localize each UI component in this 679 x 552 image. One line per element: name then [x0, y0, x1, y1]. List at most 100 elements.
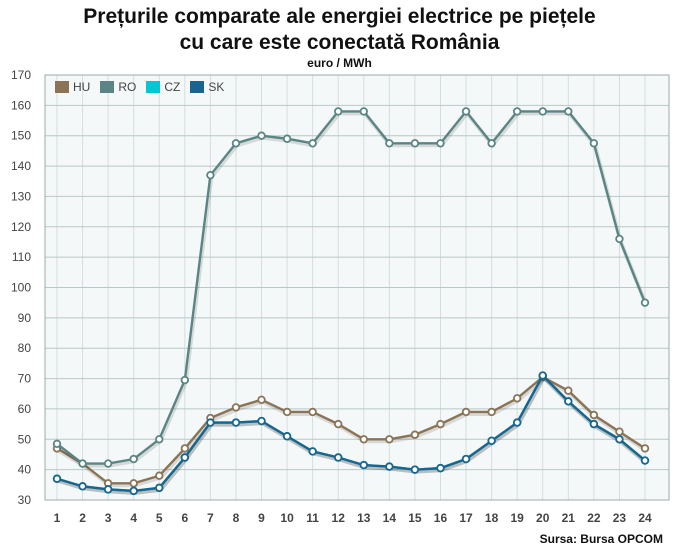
- legend-item-ro: RO: [100, 80, 136, 94]
- data-point-hu: [410, 430, 420, 439]
- title-line-2: cu care este conectată România: [179, 31, 500, 54]
- x-tick-label: 22: [587, 511, 601, 525]
- data-point-sk: [385, 462, 394, 471]
- data-point-ro: [410, 139, 420, 148]
- data-point-ro: [385, 139, 394, 148]
- data-point-sk: [589, 419, 599, 429]
- data-point-ro: [78, 459, 87, 468]
- legend-swatch: [190, 81, 205, 93]
- legend-item-sk: SK: [190, 80, 224, 94]
- data-point-hu: [308, 407, 317, 417]
- data-point-sk: [436, 463, 445, 473]
- x-tick-label: 19: [510, 511, 524, 525]
- data-point-hu: [180, 444, 190, 453]
- data-point-hu: [155, 471, 164, 480]
- data-point-ro: [334, 107, 343, 116]
- data-point-hu: [257, 395, 266, 405]
- data-point-ro: [615, 234, 624, 244]
- legend-swatch: [146, 81, 161, 93]
- data-point-sk: [512, 418, 522, 427]
- data-point-hu: [640, 444, 650, 453]
- data-point-sk: [282, 432, 292, 441]
- x-tick-label: 2: [79, 511, 86, 525]
- y-tick-label: 160: [11, 98, 31, 112]
- x-tick-label: 17: [459, 511, 473, 525]
- x-tick-label: 12: [332, 511, 346, 525]
- legend-label: HU: [73, 80, 91, 94]
- title-line-1: Prețurile comparate ale energiei electri…: [83, 5, 596, 28]
- unit-label: euro / MWh: [307, 56, 372, 70]
- data-point-ro: [129, 454, 138, 464]
- x-tick-label: 24: [638, 511, 652, 525]
- data-point-sk: [78, 482, 87, 491]
- data-point-ro: [487, 139, 496, 148]
- data-point-ro: [512, 107, 522, 116]
- x-tick-label: 14: [383, 511, 397, 525]
- data-point-hu: [359, 435, 368, 444]
- data-point-hu: [589, 410, 599, 420]
- x-tick-label: 5: [156, 511, 163, 525]
- data-point-sk: [359, 460, 368, 470]
- data-point-sk: [52, 474, 62, 483]
- y-tick-label: 40: [18, 463, 32, 477]
- data-point-sk: [615, 435, 624, 444]
- x-tick-label: 9: [258, 511, 265, 525]
- data-point-hu: [282, 407, 292, 417]
- data-point-ro: [257, 131, 266, 140]
- legend-item-cz: CZ: [146, 80, 180, 94]
- data-point-sk: [461, 454, 471, 464]
- data-point-sk: [538, 371, 547, 380]
- x-tick-label: 23: [613, 511, 627, 525]
- data-point-ro: [155, 435, 164, 444]
- data-point-ro: [308, 139, 317, 148]
- y-tick-label: 70: [18, 372, 32, 386]
- data-point-hu: [436, 419, 445, 429]
- data-point-hu: [461, 407, 471, 417]
- x-tick-label: 7: [207, 511, 214, 525]
- data-point-ro: [180, 375, 190, 385]
- data-point-sk: [410, 465, 420, 474]
- y-tick-label: 50: [18, 432, 32, 446]
- y-tick-label: 90: [18, 311, 32, 325]
- data-point-hu: [564, 386, 573, 395]
- data-point-ro: [282, 134, 292, 143]
- data-point-sk: [334, 453, 343, 462]
- legend-label: CZ: [164, 80, 181, 94]
- y-tick-label: 100: [11, 281, 31, 295]
- data-point-sk: [640, 456, 650, 465]
- data-point-ro: [231, 139, 241, 148]
- legend-label: RO: [118, 80, 137, 94]
- x-tick-label: 1: [54, 511, 61, 525]
- legend-item-hu: HU: [55, 80, 90, 94]
- series-sk: [52, 371, 650, 496]
- y-tick-label: 140: [11, 159, 31, 173]
- data-point-hu: [334, 419, 343, 429]
- data-point-ro: [461, 107, 471, 116]
- data-point-ro: [52, 439, 62, 449]
- data-point-hu: [231, 403, 241, 412]
- data-point-ro: [206, 170, 215, 180]
- legend-label: SK: [208, 80, 225, 94]
- data-point-sk: [155, 483, 164, 493]
- data-point-sk: [487, 436, 496, 446]
- data-point-ro: [589, 139, 599, 148]
- data-point-sk: [231, 418, 241, 427]
- y-tick-label: 60: [18, 402, 32, 416]
- data-point-ro: [436, 139, 445, 148]
- y-tick-label: 30: [18, 493, 32, 507]
- x-tick-label: 8: [233, 511, 240, 525]
- data-point-sk: [308, 447, 317, 456]
- data-point-sk: [103, 485, 113, 494]
- y-tick-label: 80: [18, 341, 32, 355]
- data-point-sk: [206, 418, 215, 427]
- y-tick-label: 110: [12, 250, 31, 264]
- legend-swatch: [55, 81, 69, 93]
- chart-title: Prețurile comparate ale energiei electri…: [0, 4, 679, 56]
- series-ro: [52, 107, 650, 468]
- data-point-hu: [487, 407, 496, 417]
- y-tick-label: 170: [11, 68, 31, 82]
- y-tick-label: 120: [11, 220, 31, 234]
- data-point-hu: [512, 394, 522, 403]
- series-shadow: [56, 110, 648, 468]
